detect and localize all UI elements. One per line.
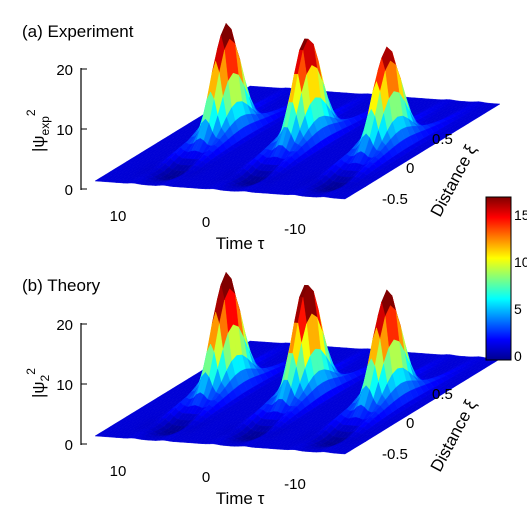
panel-a-z-tick-label: 0 xyxy=(65,182,73,199)
panel-b-depth-tick-label: 0 xyxy=(406,415,414,432)
panel-a-depth-tick-label: -0.5 xyxy=(382,191,408,208)
panel-a-depth-label: Distance ξ xyxy=(427,141,481,220)
colorbar-tick-label: 5 xyxy=(514,301,522,317)
panel-a-z-label: |ψexp2 xyxy=(24,109,52,152)
panel-b-z-label: |ψ22 xyxy=(24,368,52,398)
surface-patch xyxy=(340,195,351,200)
panel-a-x-tick-label: -10 xyxy=(284,221,306,238)
colorbar-tick-label: 10 xyxy=(514,254,527,270)
colorbar: 15 10 5 0 xyxy=(485,196,527,364)
panel-a-x-tick-label: 10 xyxy=(110,208,127,225)
panel-a-depth-tick-label: 0.5 xyxy=(432,131,453,148)
colorbar-tick-label: 0 xyxy=(514,348,522,364)
colorbar-tick-label: 15 xyxy=(514,207,527,223)
panel-b-depth-tick-label: -0.5 xyxy=(382,446,408,463)
panel-b-title: (b) Theory xyxy=(22,276,101,295)
panel-b-z-tick-label: 0 xyxy=(65,437,73,454)
panel-b-depth-tick-label: 0.5 xyxy=(432,386,453,403)
panel-experiment: (a) Experiment 0 10 20 |ψexp2 10 0 -10 T… xyxy=(22,22,501,253)
panel-b-x-tick-label: 10 xyxy=(110,463,127,480)
panel-b-depth-label: Distance ξ xyxy=(427,396,481,475)
panel-a-x-label: Time τ xyxy=(216,234,265,253)
panel-a-z-tick-label: 10 xyxy=(56,122,73,139)
panel-b-x-tick-label: -10 xyxy=(284,476,306,493)
panel-a-z-tick-label: 20 xyxy=(56,62,73,79)
surface-patch xyxy=(340,450,351,455)
panel-a-depth-tick-label: 0 xyxy=(406,160,414,177)
panel-a-surface xyxy=(94,22,501,200)
panel-b-z-tick-label: 20 xyxy=(56,317,73,334)
colorbar-gradient xyxy=(485,196,512,361)
panel-a-x-tick-label: 0 xyxy=(202,214,210,231)
panel-b-x-tick-label: 0 xyxy=(202,469,210,486)
panel-b-z-tick-label: 10 xyxy=(56,377,73,394)
panel-a-title: (a) Experiment xyxy=(22,22,134,41)
panel-b-x-label: Time τ xyxy=(216,489,265,508)
panel-b-surface xyxy=(94,271,501,455)
panel-theory: (b) Theory 0 10 20 |ψ22 10 0 -10 Time τ … xyxy=(22,271,501,508)
